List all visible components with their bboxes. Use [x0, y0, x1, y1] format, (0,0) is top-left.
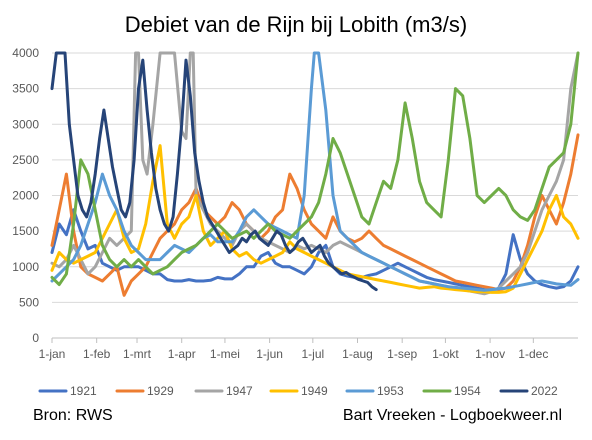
- series-line-2022: [50, 51, 378, 292]
- x-tick-label: 1-jun: [256, 347, 283, 361]
- y-tick-label: 2000: [12, 189, 39, 203]
- series-line-1929: [50, 133, 580, 297]
- y-tick-label: 1500: [12, 224, 39, 238]
- series-line-1954: [50, 51, 580, 287]
- series-line-1947: [50, 51, 580, 296]
- x-tick-label: 1-dec: [518, 347, 548, 361]
- x-tick-label: 1-mei: [210, 347, 240, 361]
- x-tick-label: 1-feb: [83, 347, 111, 361]
- series-line-1953: [50, 51, 580, 292]
- x-tick-label: 1-nov: [475, 347, 505, 361]
- x-tick-label: 1-jul: [301, 347, 324, 361]
- series-lines: [50, 51, 580, 297]
- legend-label-1953: 1953: [377, 384, 404, 398]
- x-tick-label: 1-sep: [387, 347, 417, 361]
- x-axis-ticks: 1-jan 1-feb 1-mrt 1-apr 1-mei 1-jun 1-jul 1-aug…: [39, 338, 548, 361]
- legend: 1921 1929 1947 1949 1953 1954 2022: [38, 384, 558, 398]
- y-tick-label: 1000: [12, 260, 39, 274]
- x-tick-label: 1-okt: [432, 347, 459, 361]
- series-line-1949: [50, 144, 580, 294]
- x-tick-label: 1-apr: [168, 347, 196, 361]
- legend-label-1929: 1929: [147, 384, 174, 398]
- y-tick-label: 3000: [12, 117, 39, 131]
- x-tick-label: 1-jan: [39, 347, 66, 361]
- y-tick-label: 4000: [12, 46, 39, 60]
- x-tick-label: 1-aug: [342, 347, 373, 361]
- y-axis-ticks: 0 500 1000 1500 2000 2500 3000 3500 4000: [12, 46, 39, 345]
- x-tick-label: 1-mrt: [123, 347, 152, 361]
- y-tick-label: 2500: [12, 153, 39, 167]
- chart-title: Debiet van de Rijn bij Lobith (m3/s): [125, 12, 467, 37]
- legend-label-1954: 1954: [454, 384, 481, 398]
- source-label: Bron: RWS: [33, 407, 113, 424]
- legend-label-1949: 1949: [301, 384, 328, 398]
- legend-label-2022: 2022: [531, 384, 558, 398]
- credit-label: Bart Vreeken - Logboekweer.nl: [342, 407, 562, 424]
- y-tick-label: 0: [32, 331, 39, 345]
- legend-label-1947: 1947: [226, 384, 253, 398]
- y-tick-label: 3500: [12, 82, 39, 96]
- legend-label-1921: 1921: [70, 384, 97, 398]
- y-tick-label: 500: [19, 295, 39, 309]
